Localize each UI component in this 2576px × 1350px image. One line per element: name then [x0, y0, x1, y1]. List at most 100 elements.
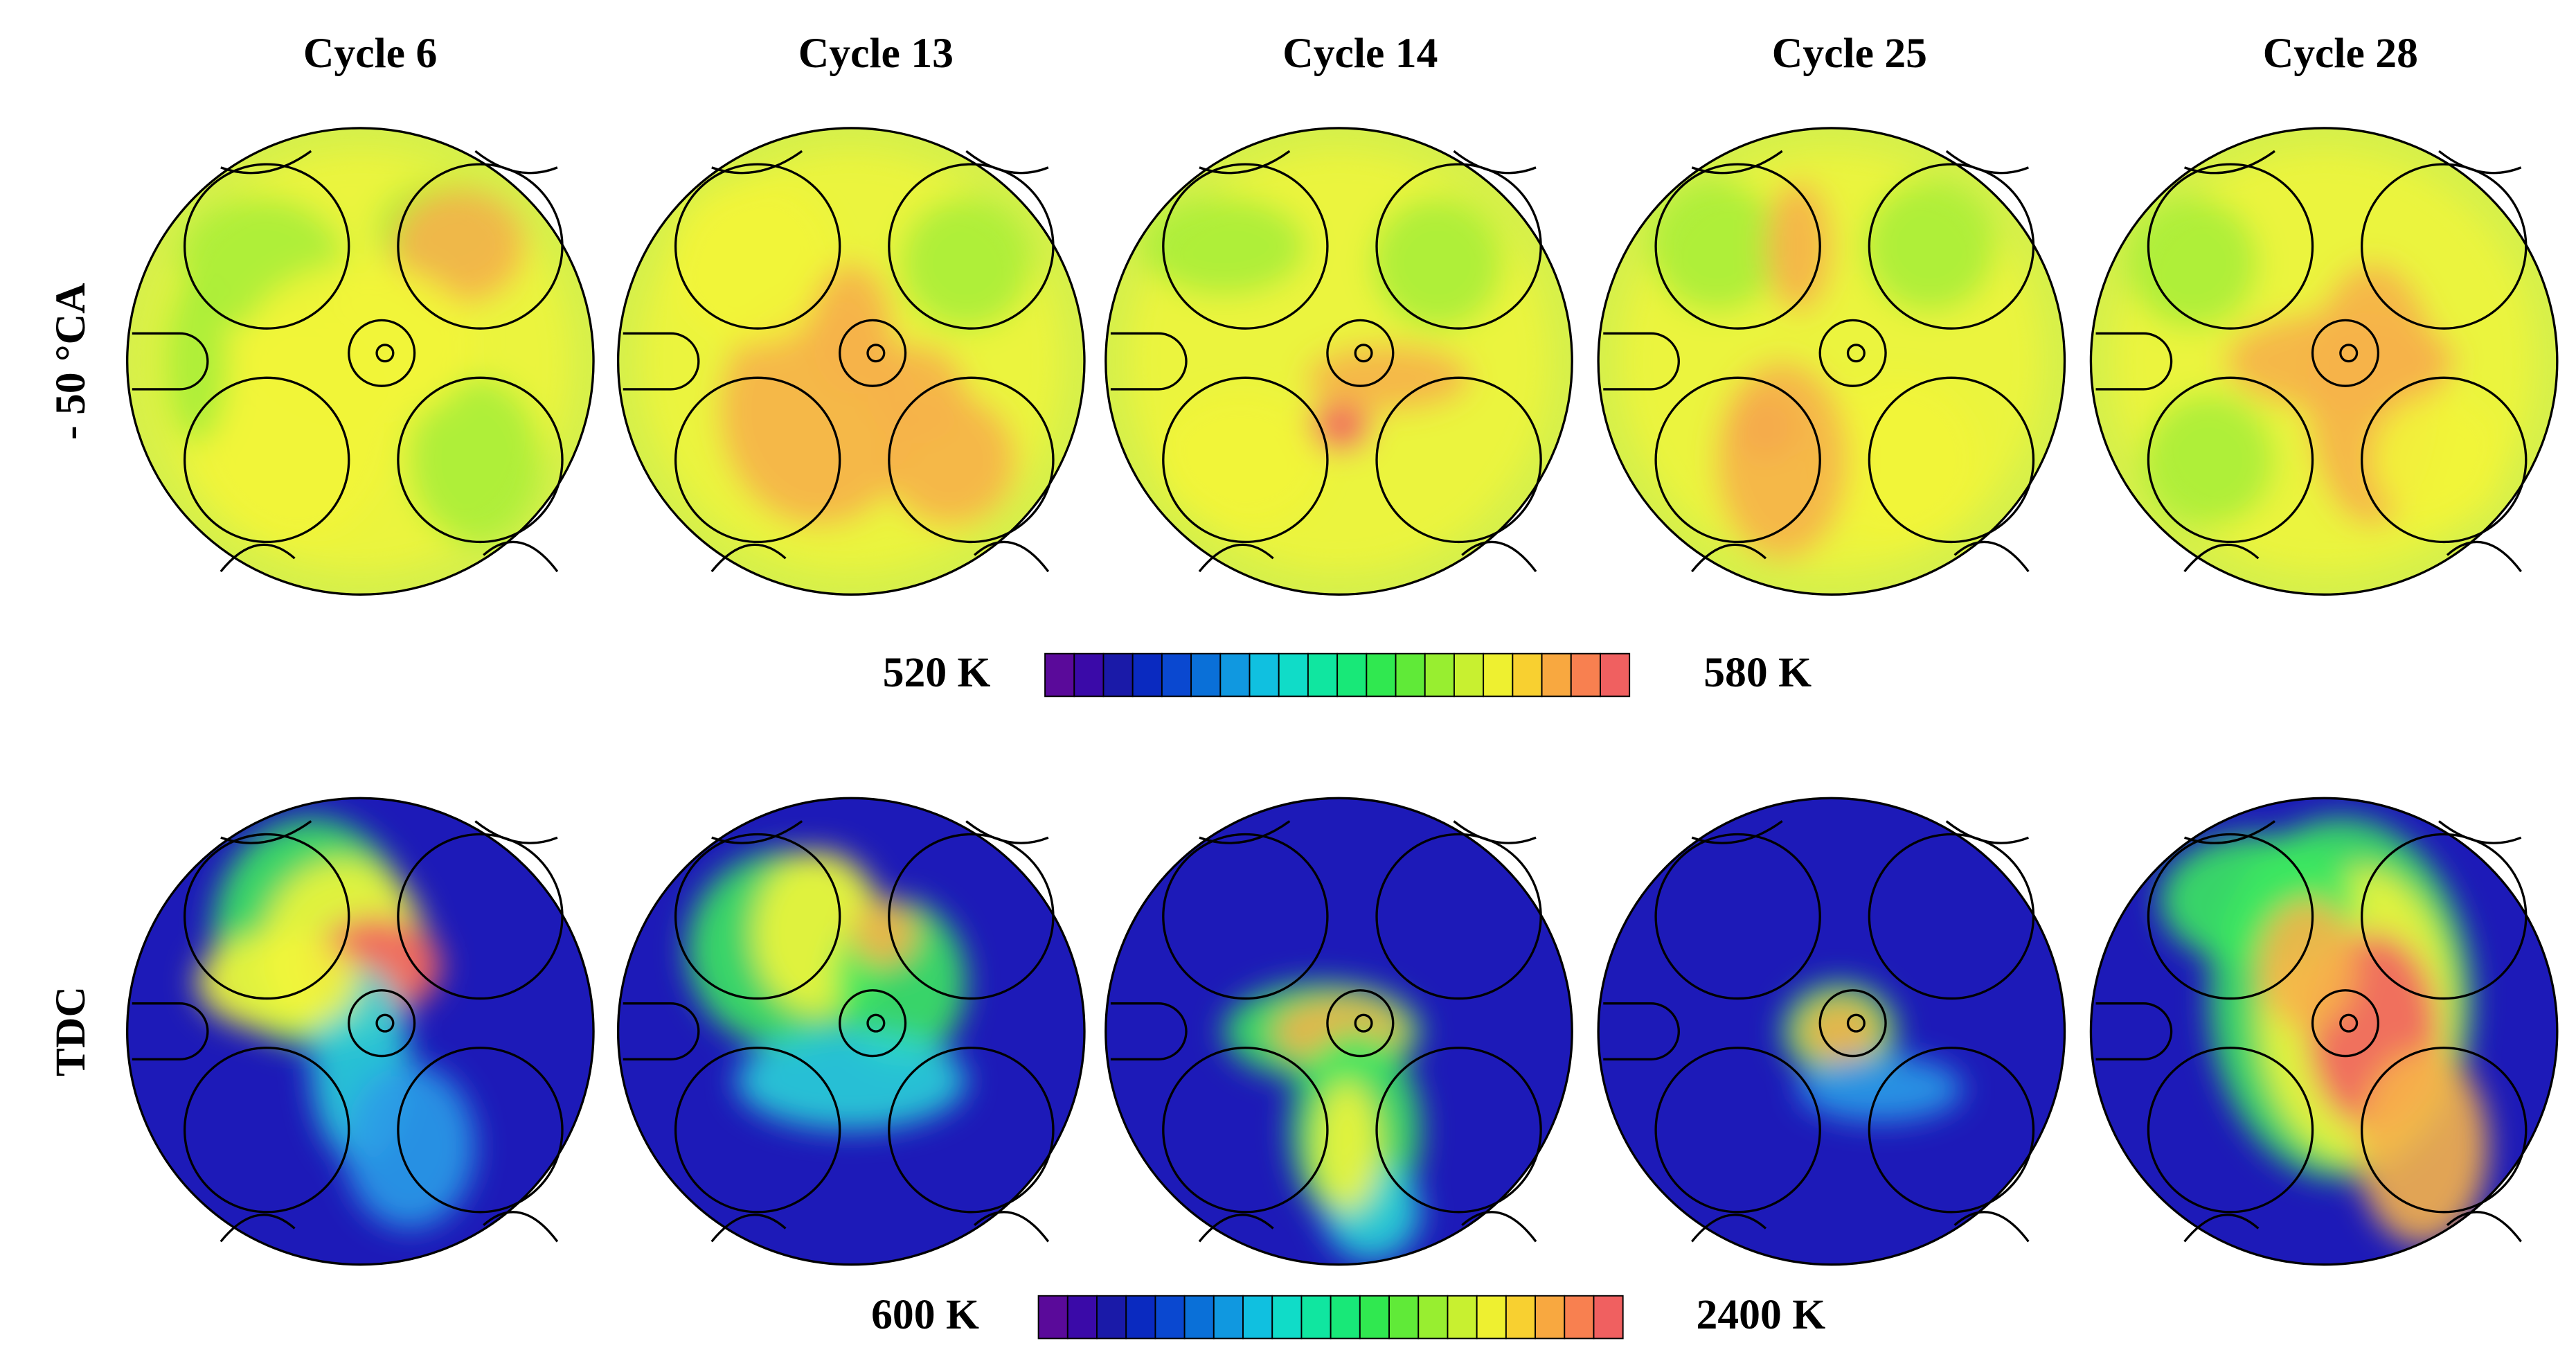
plug-center [1846, 1013, 1866, 1033]
squish-outline [710, 1214, 787, 1243]
colorbar-swatch [1307, 652, 1339, 698]
injector-outline [132, 1002, 209, 1060]
valve-outline [2147, 1047, 2314, 1214]
column-title: Cycle 25 [1772, 30, 1927, 77]
field-blob [2225, 312, 2456, 411]
colorbar-swatch [1512, 652, 1543, 698]
squish-outline [711, 820, 803, 844]
squish-outline [1199, 820, 1291, 844]
squish-outline [474, 820, 558, 844]
bore-outline [126, 797, 595, 1266]
colorbar-swatch [1183, 1295, 1215, 1340]
field-blob [900, 197, 1032, 329]
contour-panel [2091, 127, 2557, 595]
colorbar-min-label: 600 K [871, 1291, 979, 1338]
colorbar-swatch [1125, 1295, 1156, 1340]
injector-outline [2095, 332, 2173, 391]
valve-outline [397, 376, 564, 544]
colorbar-swatch [1096, 1295, 1127, 1340]
squish-outline [1690, 543, 1767, 573]
injector-outline [132, 332, 209, 391]
valve-outline [2361, 376, 2528, 544]
plug-outline [2311, 319, 2380, 387]
injector-outline [1110, 332, 1188, 391]
colorbar-swatch [1395, 652, 1426, 698]
squish-outline [1461, 540, 1537, 573]
bore-outline [1597, 127, 2066, 596]
field-blobs [1129, 151, 1549, 572]
valve-outline [1162, 833, 1329, 1000]
colorbar-swatch [1242, 1295, 1273, 1340]
contour-panel [1105, 127, 1573, 595]
column-title: Cycle 28 [2263, 30, 2418, 77]
colorbar-swatch [1213, 1295, 1244, 1340]
field-blob [2143, 394, 2275, 526]
field-blob [851, 900, 918, 966]
plug-center [1354, 344, 1373, 363]
squish-outline [2183, 1214, 2260, 1243]
plug-center [866, 1013, 886, 1033]
colorbar-swatch [1535, 1295, 1566, 1340]
colorbar-swatch [1190, 652, 1222, 698]
squish-outline [1953, 540, 2030, 573]
plug-outline [1326, 319, 1395, 387]
squish-outline [711, 150, 803, 175]
column-title: Cycle 6 [303, 30, 437, 77]
squish-outline [220, 150, 312, 175]
plug-outline [839, 989, 907, 1058]
valve-outline [1868, 163, 2035, 330]
field-blob [1306, 402, 1372, 452]
plug-outline [1818, 989, 1887, 1058]
squish-outline [2184, 150, 2275, 175]
valve-outline [1162, 1047, 1329, 1214]
colorbar-swatch [1424, 652, 1455, 698]
colorbar-swatch [1132, 652, 1163, 698]
valve-outline [1654, 833, 1821, 1000]
field-blob [163, 279, 229, 444]
valve-outline [1375, 376, 1542, 544]
colorbar-swatch [1037, 1295, 1068, 1340]
valve-outline [1868, 376, 2035, 544]
squish-outline [1198, 1214, 1274, 1243]
valve-outline [1654, 376, 1821, 544]
field-blobs [1224, 982, 1422, 1261]
colorbar-swatch [1336, 652, 1368, 698]
colorbar-swatch [1454, 652, 1485, 698]
field-blobs [150, 151, 571, 572]
bore-outline [126, 127, 595, 596]
valve-outline [2361, 163, 2528, 330]
squish-outline [965, 150, 1049, 175]
valve-outline [183, 1047, 350, 1214]
squish-outline [1690, 1214, 1767, 1243]
field-blob [1716, 361, 1848, 559]
squish-outline [483, 540, 559, 573]
colorbar-swatch [1476, 1295, 1507, 1340]
valve-outline [1375, 163, 1542, 330]
valve-outline [1654, 1047, 1821, 1214]
field-blob [1864, 180, 1996, 312]
plug-outline [1818, 319, 1887, 387]
valve-outline [888, 1047, 1055, 1214]
valve-outline [2147, 376, 2314, 544]
colorbar-swatch [1417, 1295, 1449, 1340]
valve-outline [1162, 376, 1329, 544]
colorbar-swatch [1593, 1295, 1624, 1340]
valve-outline [2147, 833, 2314, 1000]
field-blob [884, 394, 1016, 526]
colorbar-swatch [1271, 1295, 1303, 1340]
field-blobs [2160, 817, 2489, 1245]
plug-center [375, 344, 395, 363]
plug-center [866, 344, 886, 363]
squish-outline [1691, 820, 1783, 844]
squish-outline [1199, 150, 1291, 175]
field-blob [2127, 197, 2259, 329]
squish-outline [220, 1214, 296, 1243]
colorbar-swatch [1073, 652, 1104, 698]
colorbar-swatch [1483, 652, 1514, 698]
contour-panel [127, 798, 594, 1265]
contour-panel [618, 798, 1084, 1265]
plug-center [375, 1013, 395, 1033]
valve-outline [1375, 1047, 1542, 1214]
plug-center [1354, 1013, 1373, 1033]
